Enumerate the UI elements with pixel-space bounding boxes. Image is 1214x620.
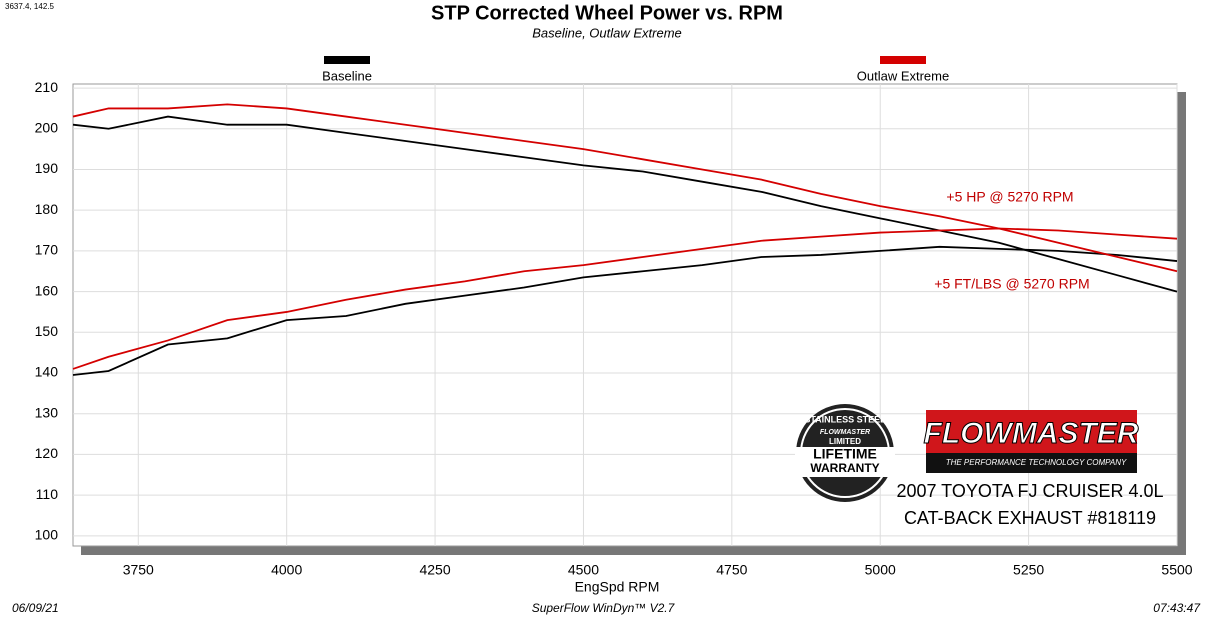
y-tick-label: 120 xyxy=(35,445,59,461)
annotation: +5 HP @ 5270 RPM xyxy=(946,189,1073,205)
y-tick-label: 140 xyxy=(35,364,59,380)
y-tick-label: 180 xyxy=(35,201,59,217)
brand-name: FLOWMASTER xyxy=(924,417,1139,450)
logo-text: STAINLESS STEEL xyxy=(804,414,886,424)
x-tick-label: 5000 xyxy=(865,562,896,578)
x-tick-label: 4000 xyxy=(271,562,302,578)
y-tick-label: 200 xyxy=(35,119,59,135)
y-tick-label: 110 xyxy=(36,486,59,502)
y-tick-label: 210 xyxy=(35,79,59,95)
brand-logo: FLOWMASTER THE PERFORMANCE TECHNOLOGY CO… xyxy=(923,410,1139,473)
footer-date: 06/09/21 xyxy=(12,601,59,615)
legend-swatch xyxy=(880,56,926,64)
plot-area xyxy=(72,83,1178,547)
x-tick-label: 3750 xyxy=(123,562,154,578)
y-tick-label: 170 xyxy=(35,242,59,258)
y-tick-label: 100 xyxy=(35,527,59,543)
logo-text: WARRANTY xyxy=(810,461,879,475)
plot-shadow xyxy=(81,546,1185,555)
vehicle-text: 2007 TOYOTA FJ CRUISER 4.0L xyxy=(896,481,1163,501)
vehicle-text: CAT-BACK EXHAUST #818119 xyxy=(904,508,1156,528)
data-line xyxy=(72,115,1178,293)
logo-text: LIMITED xyxy=(829,437,861,446)
y-tick-label: 130 xyxy=(35,404,59,420)
chart-title: STP Corrected Wheel Power vs. RPM xyxy=(431,2,783,24)
legend-swatch xyxy=(324,56,370,64)
x-tick-label: 5500 xyxy=(1161,562,1192,578)
data-line xyxy=(72,245,1178,376)
brand-strip xyxy=(926,453,1137,473)
legend-label: Baseline xyxy=(322,68,372,83)
brand-tagline: THE PERFORMANCE TECHNOLOGY COMPANY xyxy=(946,458,1127,467)
y-tick-label: 160 xyxy=(35,282,59,298)
footer-software: SuperFlow WinDyn™ V2.7 xyxy=(532,601,676,615)
annotation: +5 FT/LBS @ 5270 RPM xyxy=(934,276,1089,292)
warranty-logo: STAINLESS STEEL FLOWMASTER LIMITED LIFET… xyxy=(795,404,895,502)
x-tick-label: 4250 xyxy=(419,562,450,578)
chart-subtitle: Baseline, Outlaw Extreme xyxy=(532,25,682,40)
x-tick-label: 4500 xyxy=(568,562,599,578)
x-axis-label: EngSpd RPM xyxy=(575,579,660,595)
y-tick-label: 190 xyxy=(35,160,59,176)
x-tick-label: 4750 xyxy=(716,562,747,578)
footer-time: 07:43:47 xyxy=(1153,601,1201,615)
data-line xyxy=(72,227,1178,370)
cursor-readout: 3637.4, 142.5 xyxy=(5,2,54,11)
plot-shadow xyxy=(1177,92,1186,555)
banner xyxy=(795,447,895,477)
logo-text: FLOWMASTER xyxy=(820,429,870,436)
logo-text: LIFETIME xyxy=(813,446,877,462)
legend-label: Outlaw Extreme xyxy=(857,68,949,83)
y-tick-label: 150 xyxy=(35,323,59,339)
data-line xyxy=(72,103,1178,273)
marks: 100 110 120 130 140 150 160 170 180 190 200 210 3750… xyxy=(35,79,1193,578)
x-tick-label: 5250 xyxy=(1013,562,1044,578)
